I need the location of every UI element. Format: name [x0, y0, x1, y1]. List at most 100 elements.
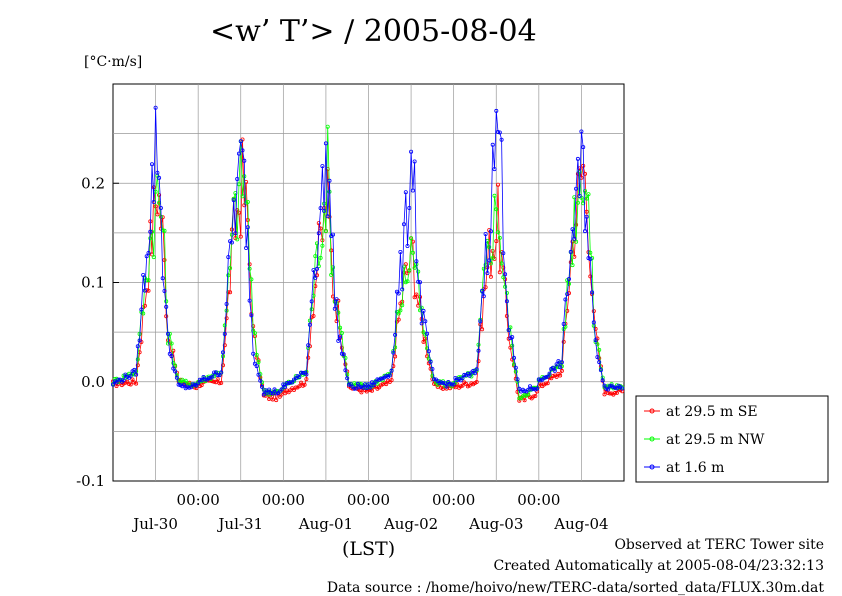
- data-point: [481, 294, 486, 299]
- data-point: [570, 263, 575, 268]
- data-point: [220, 363, 225, 368]
- data-point: [121, 378, 126, 383]
- data-point: [274, 391, 279, 396]
- data-point: [336, 338, 341, 343]
- data-point: [158, 205, 163, 210]
- data-point: [245, 199, 250, 204]
- data-point: [283, 391, 288, 396]
- data-point: [291, 387, 296, 392]
- data-point: [563, 297, 568, 302]
- data-point: [545, 374, 550, 379]
- data-point: [425, 331, 430, 336]
- data-point: [199, 378, 204, 383]
- data-point: [325, 124, 330, 129]
- data-point: [567, 276, 572, 281]
- data-point: [476, 359, 481, 364]
- data-point: [165, 331, 170, 336]
- data-point: [504, 313, 509, 318]
- data-point: [233, 231, 238, 236]
- data-point: [421, 308, 426, 313]
- data-point: [228, 266, 233, 271]
- data-point: [574, 239, 579, 244]
- data-point: [146, 288, 151, 293]
- data-point: [449, 382, 454, 387]
- data-point: [558, 365, 563, 370]
- data-point: [384, 382, 389, 387]
- data-point: [268, 390, 273, 395]
- data-point: [327, 214, 332, 219]
- data-point: [226, 273, 231, 278]
- data-point: [149, 162, 154, 167]
- footer-created: Created Automatically at 2005-08-04/23:3…: [493, 558, 824, 574]
- data-point: [210, 374, 215, 379]
- data-point: [410, 250, 415, 255]
- data-point: [267, 387, 272, 392]
- data-point: [171, 366, 176, 371]
- data-point: [130, 377, 135, 382]
- data-point: [543, 381, 548, 386]
- data-point: [258, 378, 263, 383]
- data-point: [543, 375, 548, 380]
- data-point: [162, 228, 167, 233]
- data-point: [561, 321, 566, 326]
- data-point: [222, 331, 227, 336]
- data-point: [483, 231, 488, 236]
- data-point: [565, 308, 570, 313]
- data-point: [173, 369, 178, 374]
- data-point: [403, 190, 408, 195]
- data-point: [497, 270, 502, 275]
- data-point: [311, 313, 316, 318]
- data-point: [153, 105, 158, 110]
- data-point: [533, 393, 538, 398]
- data-point: [577, 169, 582, 174]
- data-point: [114, 380, 119, 385]
- data-point: [359, 390, 364, 395]
- data-point: [357, 385, 362, 390]
- data-point: [552, 368, 557, 373]
- data-point: [219, 370, 224, 375]
- data-point: [467, 373, 472, 378]
- x-date-label: Aug-03: [468, 515, 523, 533]
- data-point: [366, 382, 371, 387]
- data-point: [407, 268, 412, 273]
- data-point: [235, 176, 240, 181]
- data-point: [488, 261, 493, 266]
- data-point: [510, 343, 515, 348]
- data-point: [236, 210, 241, 215]
- data-point: [199, 383, 204, 388]
- data-point: [490, 256, 495, 261]
- data-point: [586, 192, 591, 197]
- data-point: [228, 290, 233, 295]
- data-point: [146, 250, 151, 255]
- data-point: [169, 353, 174, 358]
- data-point: [297, 374, 302, 379]
- data-point: [444, 384, 449, 389]
- y-tick-label: 0.1: [81, 274, 105, 292]
- x-axis-label: (LST): [342, 538, 396, 560]
- data-point: [583, 229, 588, 234]
- data-point: [423, 319, 428, 324]
- data-point: [478, 319, 483, 324]
- data-point: [492, 167, 497, 172]
- data-point: [416, 269, 421, 274]
- data-point: [259, 384, 264, 389]
- data-point: [575, 200, 580, 205]
- data-point: [588, 250, 593, 255]
- data-point: [556, 359, 561, 364]
- data-point: [600, 378, 605, 383]
- data-point: [197, 377, 202, 382]
- data-point: [240, 194, 245, 199]
- data-point: [453, 385, 458, 390]
- data-point: [620, 389, 625, 394]
- data-point: [314, 266, 319, 271]
- data-point: [490, 142, 495, 147]
- data-point: [212, 379, 217, 384]
- data-point: [529, 387, 534, 392]
- data-point: [535, 386, 540, 391]
- data-point: [414, 259, 419, 264]
- data-point: [162, 288, 167, 293]
- data-point: [323, 141, 328, 146]
- data-point: [412, 295, 417, 300]
- data-point: [142, 288, 147, 293]
- data-point: [267, 396, 272, 401]
